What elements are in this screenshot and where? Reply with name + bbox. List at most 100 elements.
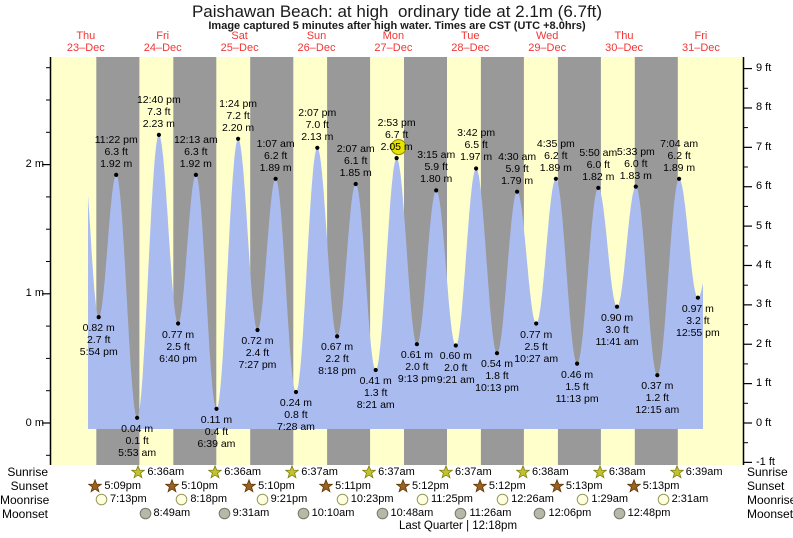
day-name: Fri [156, 30, 170, 42]
tide-point-dot [596, 185, 601, 190]
sunrise-star-icon [362, 465, 377, 479]
moonset-time: 9:31am [232, 507, 270, 519]
moonrise-entry: 9:21pm [256, 493, 307, 506]
sunset-entry: 5:10pm [242, 479, 295, 493]
tide-point-dot [135, 415, 140, 420]
tide-label-line: 12:15 am [635, 404, 680, 417]
y-axis-left-label: 2 m [25, 158, 44, 171]
tide-label-line: 1:07 am [256, 137, 295, 150]
tide-label-line: 0.1 ft [125, 434, 149, 447]
current-tide-marker [390, 139, 407, 156]
day-date: 29–Dec [528, 41, 567, 54]
day-name: Thu [76, 30, 96, 42]
sunrise-time: 6:37am [455, 465, 492, 478]
tide-label-high: 5:50 am 6.0 ft 1.82 m [579, 147, 617, 183]
tide-point-dot [695, 295, 701, 300]
tide-label-line: 6.2 ft [667, 149, 691, 162]
tide-label-line: 2:53 pm [377, 117, 416, 130]
moonset-row-label-right: Moonset [747, 507, 793, 521]
sunset-time: 5:12pm [488, 479, 526, 492]
moonrise-entry: 1:29am [576, 493, 628, 506]
tide-label-high: 11:22 pm 6.3 ft 1.92 m [95, 134, 138, 170]
moonrise-icon [95, 493, 108, 506]
day-name: Sat [231, 30, 248, 42]
sunset-time: 5:11pm [335, 479, 371, 492]
sunset-star-icon [549, 479, 564, 493]
tide-label-line: 1.89 m [539, 161, 572, 174]
day-date: 24–Dec [143, 41, 182, 54]
tide-label-high: 2:07 pm 7.0 ft 2.13 m [298, 107, 336, 143]
tide-point-dot [655, 373, 660, 378]
tide-label-line: 0.37 m [641, 380, 674, 393]
sunset-star-icon [242, 479, 257, 493]
sunrise-entry: 6:37am [362, 465, 415, 479]
tide-label-line: 2.0 ft [444, 362, 468, 375]
tide-label-line: 0.4 ft [204, 425, 229, 438]
moonset-time: 10:48am [390, 507, 434, 519]
sunset-time: 5:13pm [642, 479, 680, 492]
moonset-entry: 8:49am [139, 507, 190, 520]
day-label: Fri 24–Dec [143, 30, 182, 54]
moonrise-icon [256, 493, 268, 506]
tide-label-line: 5:53 am [118, 446, 157, 459]
tide-point-dot [453, 343, 458, 348]
sunrise-time: 6:38am [608, 465, 646, 478]
moon-phase-label: Last Quarter | 12:18pm [398, 520, 518, 532]
tide-label-line: 1.79 m [501, 174, 534, 187]
tide-point-dot [156, 132, 161, 137]
tide-label-line: 6.0 ft [586, 158, 610, 171]
tide-label-line: 2.05 m [380, 141, 413, 154]
tide-label-high: 2:53 pm 6.7 ft 2.05 m [378, 117, 416, 153]
sunset-entry: 5:12pm [472, 479, 526, 493]
sunrise-star-icon [285, 465, 300, 479]
tide-point-dot [193, 172, 198, 177]
tide-label-line: 1.3 ft [364, 387, 388, 400]
sunset-time: 5:10pm [258, 479, 295, 492]
tide-label-low: 0.77 m 2.5 ft 10:27 am [514, 329, 558, 365]
sunset-star-icon [626, 479, 641, 493]
sunrise-entry: 6:39am [669, 465, 723, 479]
tide-label-line: 1.80 m [420, 173, 453, 186]
day-date: 31–Dec [681, 41, 720, 54]
y-axis-left-label: 0 m [25, 416, 44, 429]
tide-label-line: 7:04 am [660, 137, 699, 150]
tide-label-line: 0.04 m [121, 422, 154, 435]
sunrise-time: 6:36am [147, 465, 185, 478]
tide-point-dot [434, 188, 439, 193]
tide-label-line: 11:22 pm [94, 133, 138, 146]
sunset-entry: 5:10pm [165, 479, 218, 493]
sunset-star-icon [472, 479, 487, 493]
tide-label-line: 5:54 pm [79, 346, 118, 359]
moonrise-time: 1:29am [591, 493, 629, 505]
moonset-row-label-left: Moonset [1, 507, 48, 521]
moonset-time: 10:10am [311, 507, 355, 519]
tide-label-line: 6:39 am [197, 437, 236, 450]
tide-label-high: 2:07 am 6.1 ft 1.85 m [337, 143, 375, 179]
tide-label-low: 0.41 m 1.3 ft 8:21 am [357, 375, 395, 411]
tide-label-line: 5.9 ft [505, 162, 529, 175]
tide-label-line: 5:33 pm [616, 145, 655, 158]
sunrise-star-icon [669, 465, 684, 479]
tide-label-line: 0.11 m [200, 413, 233, 426]
day-name: Sun [306, 30, 327, 42]
sunset-entry: 5:13pm [549, 479, 603, 493]
day-date: 25–Dec [220, 41, 259, 54]
moonrise-row-label-left: Moonrise [0, 493, 50, 507]
y-axis-left-label: 1 m [25, 287, 44, 300]
day-label: Tue 28–Dec [451, 30, 489, 54]
sunrise-star-icon [515, 465, 530, 479]
sunrise-row-label-right: Sunrise [747, 465, 788, 479]
moonset-entry: 12:48pm [613, 507, 670, 520]
tide-point-dot [353, 181, 358, 187]
day-date: 23–Dec [66, 41, 105, 54]
tide-label-line: 10:27 am [514, 352, 559, 365]
day-date: 26–Dec [297, 41, 336, 54]
moonrise-icon [657, 493, 669, 506]
day-name: Thu [614, 30, 634, 42]
tide-label-line: 1.82 m [582, 170, 615, 183]
tide-label-line: 2.5 ft [166, 340, 190, 353]
moonrise-time: 2:31am [671, 493, 709, 505]
moonrise-entry: 11:25pm [416, 493, 473, 506]
moonset-icon [376, 507, 388, 520]
